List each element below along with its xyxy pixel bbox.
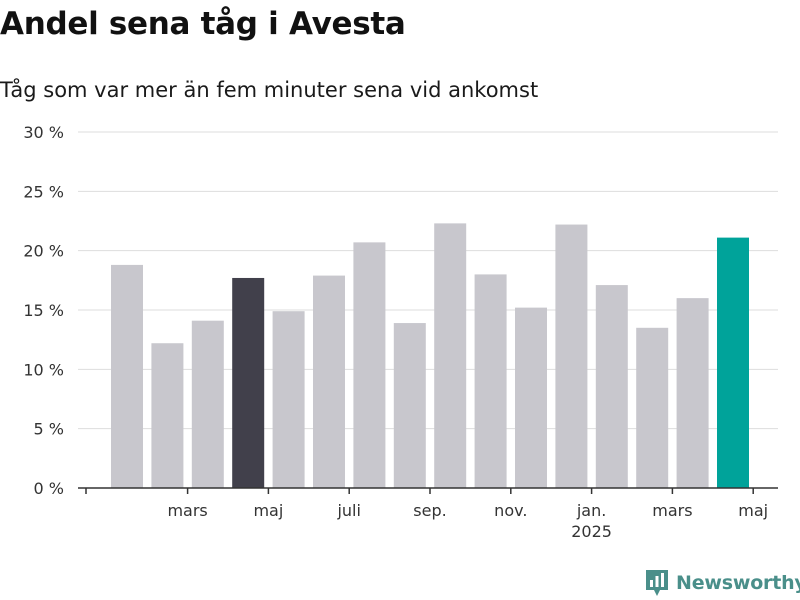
bar (717, 237, 749, 488)
newsworthy-logo-icon (646, 570, 668, 596)
chart-subtitle: Tåg som var mer än fem minuter sena vid … (0, 78, 539, 102)
bar (111, 264, 143, 488)
y-tick-label: 30 % (23, 123, 64, 142)
bar (595, 285, 628, 488)
bar (555, 224, 588, 488)
newsworthy-logo: Newsworthy (644, 568, 800, 598)
x-axis (78, 487, 778, 494)
y-tick-label: 15 % (23, 301, 64, 320)
y-tick-label: 20 % (23, 242, 64, 261)
x-tick-label: mars (167, 501, 207, 520)
y-tick-label: 10 % (23, 360, 64, 379)
bar (353, 242, 386, 488)
bar (313, 275, 345, 488)
bar (191, 320, 224, 488)
bar (272, 311, 305, 488)
x-tick-label: maj (738, 501, 768, 520)
bar (676, 298, 709, 488)
bar (434, 223, 467, 488)
x-tick-label: nov. (494, 501, 527, 520)
x-tick-label: juli (336, 501, 360, 520)
x-tick-label: jan. (576, 501, 606, 520)
x-tick-year-label: 2025 (571, 522, 612, 541)
bars (111, 223, 749, 488)
newsworthy-logo-text: Newsworthy (676, 572, 800, 594)
y-axis-ticks: 0 % 5 % 10 % 15 % 20 % 25 % 30 % (23, 123, 64, 498)
bar (151, 343, 184, 488)
x-tick-label: mars (652, 501, 692, 520)
bar (636, 327, 669, 488)
y-tick-label: 25 % (23, 182, 64, 201)
bar (474, 274, 507, 488)
x-tick-label: maj (253, 501, 283, 520)
bar (515, 307, 547, 488)
chart-title: Andel sena tåg i Avesta (0, 6, 406, 42)
x-tick-label: sep. (413, 501, 446, 520)
bar (232, 277, 265, 488)
y-tick-label: 5 % (34, 420, 64, 439)
y-tick-label: 0 % (34, 479, 64, 498)
bar (393, 323, 426, 488)
x-axis-ticks: mars maj juli sep. nov. jan. 2025 mars maj (167, 488, 768, 541)
